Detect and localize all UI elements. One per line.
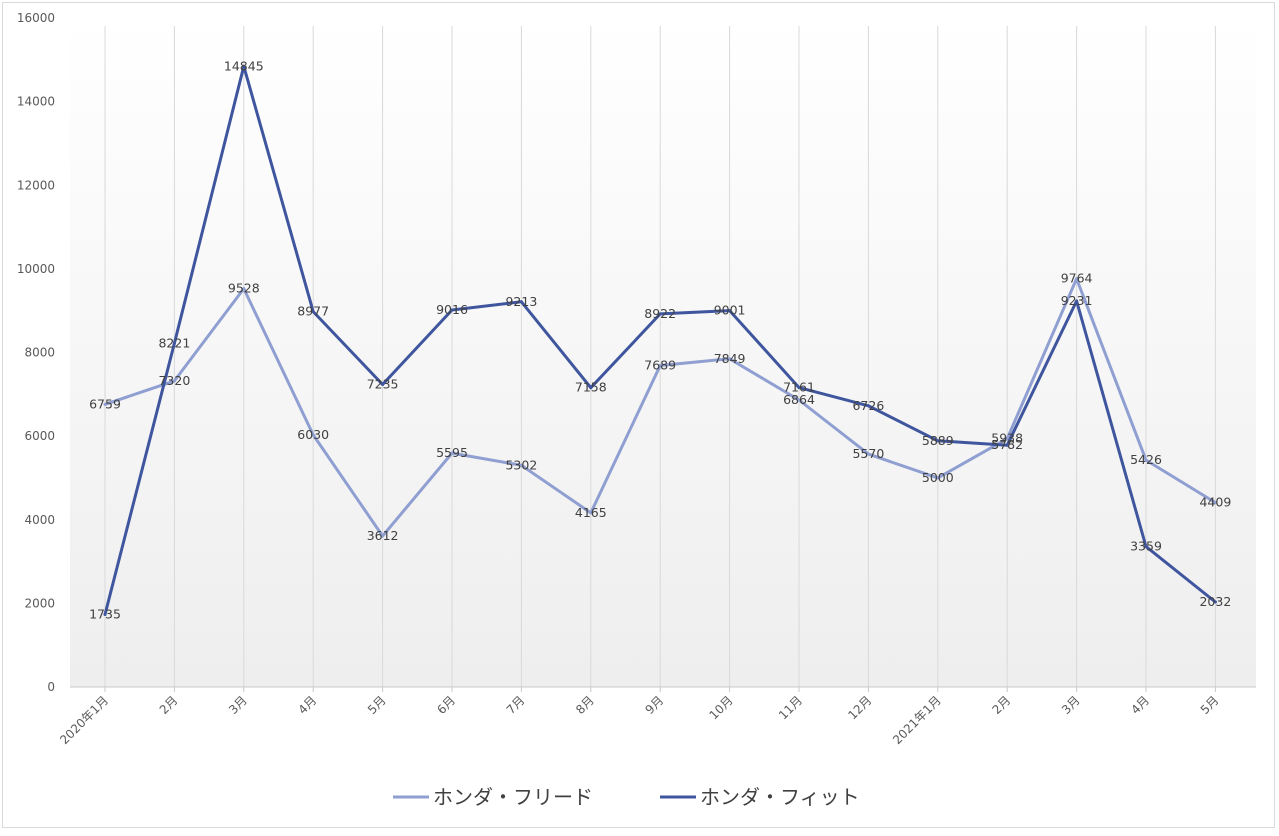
data-point: [728, 309, 732, 313]
data-label: 4165: [575, 505, 607, 520]
data-labels: 6759 7320 9528 6030 3612 5595 5302 4165 7689 7849…: [89, 58, 1231, 621]
data-label: 6864: [783, 392, 815, 407]
data-point: [450, 451, 454, 455]
data-label: 7689: [644, 358, 676, 373]
series-lines: [103, 64, 1217, 616]
data-label: 9231: [1061, 293, 1093, 308]
y-tick-label: 10000: [17, 262, 55, 276]
data-point: [519, 463, 523, 467]
data-label: 9016: [436, 302, 468, 317]
data-point: [866, 452, 870, 456]
data-point: [797, 386, 801, 390]
legend: ホンダ・フリード ホンダ・フィット: [393, 785, 860, 809]
data-point: [1144, 545, 1148, 549]
data-label: 5000: [922, 470, 954, 485]
data-point: [311, 433, 315, 437]
data-point: [103, 612, 107, 616]
data-label: 9764: [1061, 271, 1093, 286]
data-label: 9528: [228, 281, 260, 296]
y-tick-label: 14000: [17, 95, 55, 109]
data-point: [797, 398, 801, 402]
data-label: 4409: [1199, 495, 1231, 510]
data-label: 3612: [367, 528, 399, 543]
data-label: 5426: [1130, 452, 1162, 467]
data-point: [1005, 443, 1009, 447]
data-point: [936, 476, 940, 480]
y-tick-label: 2000: [24, 596, 55, 610]
grid-lines: [104, 26, 1216, 687]
legend-label: ホンダ・フリード: [433, 785, 593, 809]
data-label: 6759: [89, 396, 121, 411]
data-label: 1735: [89, 606, 121, 621]
data-label: 8221: [158, 335, 190, 350]
data-point: [450, 308, 454, 312]
data-point: [728, 357, 732, 361]
data-point: [658, 364, 662, 368]
data-label: 7235: [367, 376, 399, 391]
data-label: 8977: [297, 304, 329, 319]
data-label: 5595: [436, 445, 468, 460]
data-label: 8922: [644, 306, 676, 321]
data-label: 9001: [714, 303, 746, 318]
data-label: 2032: [1199, 594, 1231, 609]
data-point: [1213, 501, 1217, 505]
data-point: [589, 386, 593, 390]
data-label: 5782: [991, 437, 1023, 452]
data-point: [172, 379, 176, 383]
y-tick-label: 4000: [24, 513, 55, 527]
y-tick-label: 6000: [24, 429, 55, 443]
data-label: 7849: [714, 351, 746, 366]
data-point: [1213, 600, 1217, 604]
data-point: [866, 404, 870, 408]
plot-area: [70, 18, 1256, 687]
data-label: 9213: [505, 294, 537, 309]
data-point: [381, 382, 385, 386]
y-tick-label: 16000: [17, 11, 55, 25]
data-point: [242, 287, 246, 291]
data-point: [311, 310, 315, 314]
data-label: 5889: [922, 433, 954, 448]
data-point: [589, 511, 593, 515]
y-tick-label: 0: [47, 680, 55, 694]
data-point: [519, 300, 523, 304]
y-tick-label: 8000: [24, 346, 55, 360]
data-label: 7320: [158, 373, 190, 388]
data-label: 14845: [224, 58, 264, 73]
data-point: [242, 64, 246, 68]
data-point: [1144, 458, 1148, 462]
data-label: 5938: [991, 431, 1023, 446]
data-label: 6030: [297, 427, 329, 442]
data-point: [172, 341, 176, 345]
data-point: [936, 439, 940, 443]
data-label: 5570: [852, 446, 884, 461]
data-label: 7161: [783, 380, 815, 395]
legend-label: ホンダ・フィット: [700, 785, 860, 809]
data-point: [1005, 437, 1009, 441]
data-label: 5302: [505, 457, 537, 472]
data-label: 7158: [575, 380, 607, 395]
data-label: 6726: [852, 398, 884, 413]
data-point: [103, 402, 107, 406]
y-tick-label: 12000: [17, 178, 55, 192]
data-point: [1075, 277, 1079, 281]
data-label: 3359: [1130, 539, 1162, 554]
data-point: [381, 534, 385, 538]
data-point: [1075, 299, 1079, 303]
data-point: [658, 312, 662, 316]
